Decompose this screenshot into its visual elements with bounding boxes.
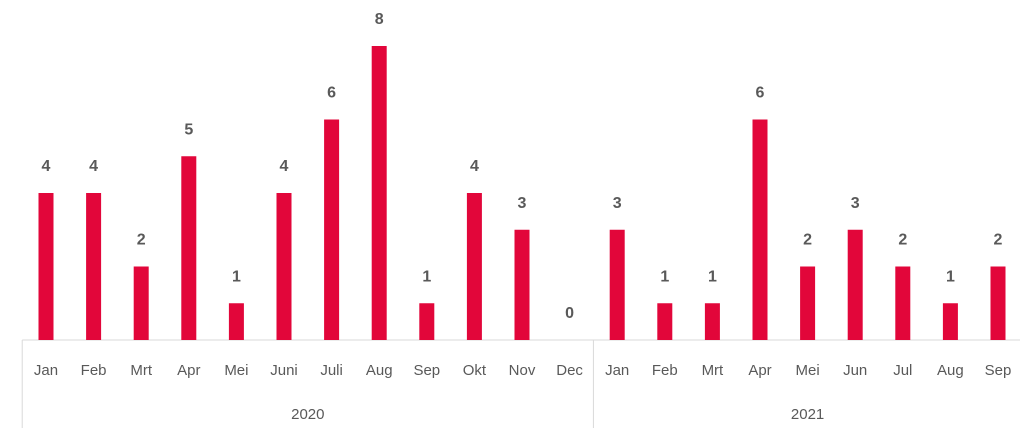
- data-label: 1: [232, 268, 241, 285]
- bar: [181, 156, 197, 340]
- x-tick-label: Jun: [843, 362, 867, 379]
- data-label: 3: [518, 195, 527, 212]
- bar: [609, 229, 625, 340]
- x-tick-label: Mei: [224, 362, 248, 379]
- x-tick-label: Mrt: [130, 362, 152, 379]
- data-label: 4: [89, 158, 98, 175]
- data-label: 3: [851, 195, 860, 212]
- bar: [752, 119, 768, 340]
- data-label: 8: [375, 11, 384, 28]
- x-tick-label: Aug: [366, 362, 393, 379]
- bar: [38, 193, 54, 340]
- bar: [276, 193, 292, 340]
- x-tick-label: Apr: [748, 362, 771, 379]
- x-tick-label: Juni: [270, 362, 298, 379]
- bar: [657, 303, 673, 340]
- x-tick-label: Mei: [796, 362, 820, 379]
- data-label: 5: [184, 121, 193, 138]
- data-label: 2: [803, 232, 812, 249]
- data-label: 1: [660, 268, 669, 285]
- data-label: 3: [613, 195, 622, 212]
- data-label: 6: [327, 85, 336, 102]
- group-label: 2020: [291, 406, 324, 423]
- data-label: 6: [756, 85, 765, 102]
- x-tick-label: Feb: [81, 362, 107, 379]
- group-label: 2021: [791, 406, 824, 423]
- x-tick-label: Dec: [556, 362, 583, 379]
- x-tick-label: Feb: [652, 362, 678, 379]
- x-tick-label: Okt: [463, 362, 487, 379]
- bar: [228, 303, 244, 340]
- data-label: 1: [946, 268, 955, 285]
- bar: [324, 119, 340, 340]
- bar: [133, 266, 149, 340]
- data-label: 1: [422, 268, 431, 285]
- data-label: 2: [994, 232, 1003, 249]
- x-tick-label: Nov: [509, 362, 536, 379]
- x-tick-label: Sep: [985, 362, 1012, 379]
- x-tick-label: Mrt: [702, 362, 724, 379]
- bar: [419, 303, 435, 340]
- data-label: 2: [898, 232, 907, 249]
- x-tick-label: Jul: [893, 362, 912, 379]
- x-tick-label: Jan: [605, 362, 629, 379]
- bar: [800, 266, 816, 340]
- x-tick-label: Aug: [937, 362, 964, 379]
- bar: [704, 303, 720, 340]
- bar: [466, 193, 482, 340]
- x-tick-label: Juli: [320, 362, 343, 379]
- x-tick-label: Sep: [413, 362, 440, 379]
- data-label: 4: [280, 158, 289, 175]
- data-label: 1: [708, 268, 717, 285]
- bar: [990, 266, 1006, 340]
- x-tick-label: Jan: [34, 362, 58, 379]
- bar: [895, 266, 911, 340]
- bar: [942, 303, 958, 340]
- bar: [371, 46, 387, 340]
- data-label: 4: [42, 158, 51, 175]
- bar: [847, 229, 863, 340]
- bar: [86, 193, 102, 340]
- data-label: 2: [137, 232, 146, 249]
- data-label: 4: [470, 158, 479, 175]
- bar: [514, 229, 530, 340]
- x-tick-label: Apr: [177, 362, 200, 379]
- data-label: 0: [565, 305, 574, 322]
